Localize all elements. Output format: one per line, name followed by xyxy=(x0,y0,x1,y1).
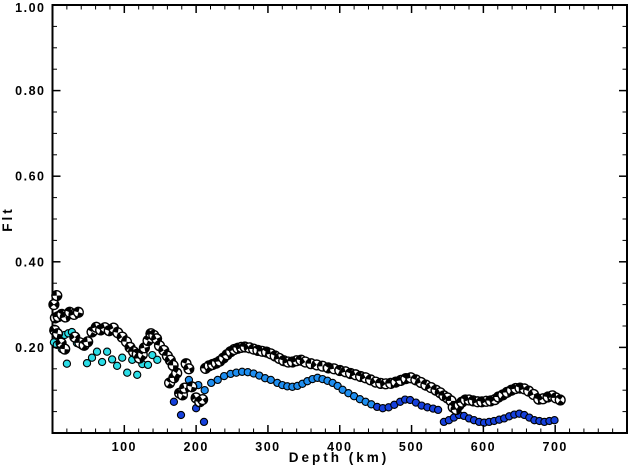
x-tick-label: 400 xyxy=(327,440,352,454)
deep-fit-dots-marker xyxy=(176,410,186,420)
shallow-fit-dots-marker xyxy=(133,370,142,379)
deep-fit-dots-marker xyxy=(169,397,179,406)
intermediate-fit-dots-marker xyxy=(266,375,275,385)
shallow-fit-dots-marker xyxy=(123,368,132,377)
deep-fit-dots-marker xyxy=(199,417,209,427)
shallow-fit-dots-marker xyxy=(107,355,117,364)
beachball-marker xyxy=(142,335,154,347)
deep-fit-dots-marker xyxy=(550,416,559,425)
beachball-marker xyxy=(59,343,71,355)
shallow-fit-dots-marker xyxy=(97,357,107,367)
intermediate-fit-dots-marker xyxy=(200,386,209,395)
beachball-marker xyxy=(171,367,183,379)
shallow-fit-dots-marker xyxy=(82,359,92,368)
shallow-fit-dots-marker xyxy=(148,350,157,360)
x-tick-label: 100 xyxy=(112,440,137,454)
deep-fit-dots-marker xyxy=(433,405,443,415)
y-tick-label: 0.40 xyxy=(15,255,45,269)
intermediate-fit-dots-marker xyxy=(207,378,216,388)
shallow-fit-dots-marker xyxy=(112,361,122,370)
shallow-fit-dots-marker xyxy=(92,347,102,356)
beachball-marker xyxy=(554,394,566,406)
shallow-fit-dots-marker xyxy=(87,353,97,362)
beachball-marker xyxy=(51,328,64,340)
beachball-marker xyxy=(197,394,209,406)
x-tick-label: 600 xyxy=(471,440,496,454)
beachball-marker xyxy=(183,363,195,375)
shallow-fit-dots-marker xyxy=(143,360,153,370)
beachball-marker xyxy=(72,306,85,318)
y-axis-title: Flt xyxy=(0,206,15,232)
shallow-fit-dots-marker xyxy=(118,353,127,362)
shallow-fit-dots-marker xyxy=(62,359,72,368)
x-tick-label: 300 xyxy=(255,440,280,454)
x-tick-label: 500 xyxy=(399,440,424,454)
beachball-marker xyxy=(51,290,63,302)
intermediate-fit-dots-marker xyxy=(213,375,222,385)
x-tick-label: 200 xyxy=(183,440,208,454)
y-tick-label: 1.00 xyxy=(15,1,45,15)
shallow-fit-dots-marker xyxy=(153,355,162,364)
data-points-layer xyxy=(48,290,566,427)
tick-labels-layer: 100 200 300 400 500 600 700 0.20 0.40 0.60 0.80 1.0… xyxy=(15,1,568,454)
x-axis-title: Depth (km) xyxy=(289,450,390,465)
y-tick-label: 0.60 xyxy=(15,170,45,184)
axis-ticks-layer xyxy=(52,4,627,433)
shallow-fit-dots-marker xyxy=(102,347,112,356)
beachball-marker xyxy=(186,381,198,393)
y-tick-label: 0.20 xyxy=(15,341,45,355)
beachball-marker xyxy=(82,336,94,348)
y-tick-label: 0.80 xyxy=(15,84,45,98)
x-tick-label: 700 xyxy=(543,440,568,454)
